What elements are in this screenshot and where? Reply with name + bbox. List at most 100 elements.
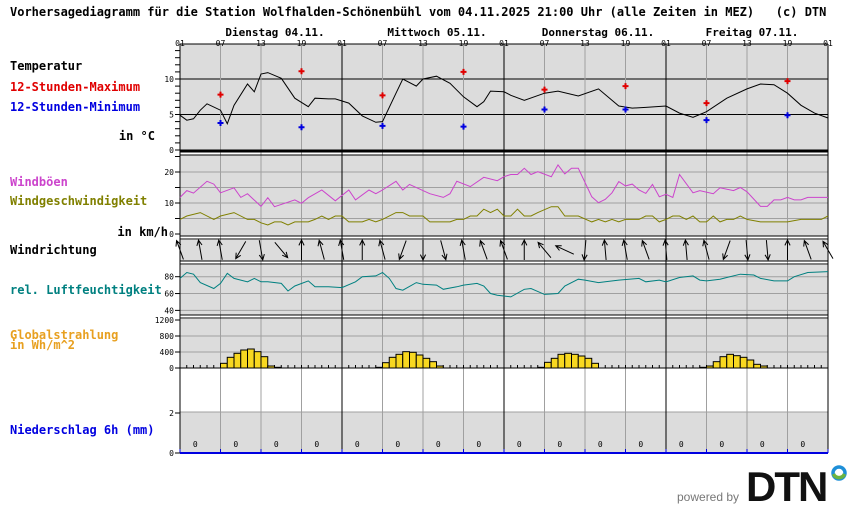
label-precip: Niederschlag 6h (mm) [10, 423, 155, 437]
wind-arrow-icon [298, 238, 305, 260]
radiation-bar [753, 363, 761, 369]
min-marker [703, 117, 710, 124]
label-radiation: Globalstrahlung [10, 328, 118, 342]
max-marker [541, 86, 548, 93]
dtn-wordmark: DTN [746, 463, 826, 510]
radiation-bar [402, 351, 410, 369]
gusts-line [179, 163, 828, 208]
precip-value-label: 0 [719, 440, 724, 449]
label-radiation-unit: in Wh/m^2 [10, 338, 75, 352]
radiation-bar [564, 352, 572, 369]
precip-value-label: 0 [800, 440, 805, 449]
wind-arrow-icon [702, 239, 710, 260]
radiation-bar [733, 355, 741, 369]
radiation-bar [240, 349, 248, 369]
precip-tick-label: 0 [169, 449, 174, 458]
wind-arrow-icon [499, 239, 508, 260]
precip-value-label: 0 [760, 440, 765, 449]
max-marker [703, 100, 710, 107]
wind-arrow-icon [378, 239, 386, 260]
day-label: Donnerstag 06.11. [542, 26, 655, 39]
radiation-bar [260, 356, 269, 369]
radiation-bar [375, 366, 383, 369]
radiation-bar [436, 365, 444, 369]
radiation-bar [571, 353, 579, 369]
precip-value-label: 0 [314, 440, 319, 449]
temperature-tick-label: 10 [164, 75, 174, 84]
radiation-bar [577, 355, 586, 369]
wind-arrow-icon [175, 239, 184, 260]
radiation-bar [382, 362, 390, 369]
radiation-bar [719, 356, 728, 369]
wind-arrow-icon [440, 240, 448, 261]
precip-value-label: 0 [436, 440, 441, 449]
wind-arrow-icon [274, 242, 289, 259]
min-marker [379, 122, 386, 129]
radiation-bar [739, 356, 748, 369]
radiation-bar [537, 366, 545, 369]
wind-arrow-icon [744, 239, 751, 262]
radiation-bar [409, 351, 417, 369]
wind-tick-label: 0 [169, 230, 174, 239]
radiation-bar [220, 362, 228, 369]
min-marker [541, 106, 548, 113]
wind-arrow-icon [662, 238, 669, 261]
wind-arrow-icon [216, 239, 223, 260]
wind-arrow-icon [822, 240, 834, 259]
wind-arrow-icon [317, 239, 325, 260]
label-max: 12-Stunden-Maximum [10, 80, 140, 94]
label-humidity: rel. Luftfeuchtigkeit [10, 283, 162, 297]
wind-arrow-icon [581, 239, 588, 262]
humidity-line [179, 271, 829, 298]
radiation-bar [699, 366, 707, 369]
precip-value-label: 0 [598, 440, 603, 449]
radiation-tick-label: 400 [160, 348, 175, 357]
wind-arrow-icon [641, 239, 650, 260]
precip-value-label: 0 [638, 440, 643, 449]
wind-arrow-icon [459, 239, 466, 260]
precip-value-label: 0 [517, 440, 522, 449]
radiation-bar [415, 354, 424, 369]
temperature-tick-label: 0 [169, 146, 174, 155]
wind-arrow-icon [764, 239, 771, 262]
wind-arrow-icon [338, 239, 345, 260]
radiation-bar [247, 348, 255, 369]
wind-speed-line [179, 206, 829, 226]
label-wind-speed: Windgeschwindigkeit [10, 194, 147, 208]
day-label: Dienstag 04.11. [225, 26, 324, 39]
dtn-logo: powered by DTN [677, 463, 847, 510]
max-marker [217, 91, 224, 98]
wind-arrow-icon [235, 241, 247, 260]
wind-arrow-icon [521, 238, 528, 260]
radiation-bar [395, 353, 404, 369]
min-marker [298, 124, 305, 131]
label-min: 12-Stunden-Minimum [10, 100, 140, 114]
radiation-bar [726, 353, 734, 369]
radiation-bar [267, 365, 275, 369]
precip-value-label: 0 [476, 440, 481, 449]
radiation-bar [760, 365, 768, 369]
precip-value-label: 0 [193, 440, 198, 449]
radiation-bar [746, 359, 755, 369]
hour-label: 01 [823, 39, 833, 48]
min-marker [217, 120, 224, 127]
wind-arrow-icon [601, 238, 608, 261]
label-temp-unit: in °C [119, 129, 155, 143]
wind-tick-label: 20 [164, 168, 174, 177]
max-marker [460, 68, 467, 75]
wind-arrow-icon [537, 241, 552, 258]
day-label: Mittwoch 05.11. [387, 26, 486, 39]
wind-arrow-icon [621, 239, 628, 260]
chart-title: Vorhersagediagramm für die Station Wolfh… [10, 5, 826, 19]
label-temperature: Temperatur [10, 59, 82, 73]
logo-dot-green-icon [831, 473, 847, 480]
humidity-tick-label: 40 [164, 306, 174, 315]
min-marker [460, 123, 467, 130]
humidity-tick-label: 60 [164, 290, 174, 299]
radiation-bar [706, 365, 714, 369]
radiation-tick-label: 800 [160, 332, 175, 341]
wind-arrow-icon [554, 245, 575, 255]
wind-arrow-icon [398, 240, 407, 261]
radiation-bar [712, 361, 721, 369]
